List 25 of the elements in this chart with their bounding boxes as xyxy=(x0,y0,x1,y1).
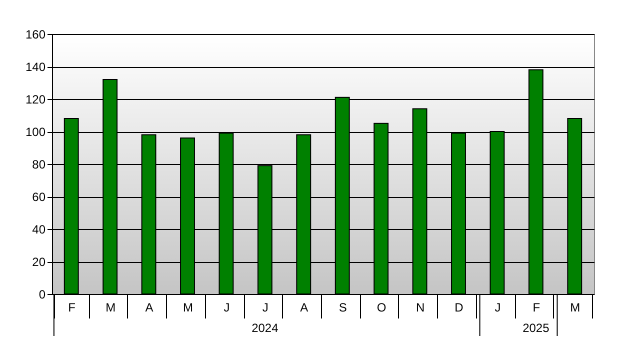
x-tick-label: D xyxy=(454,300,464,314)
x-tick-label: J xyxy=(494,300,501,314)
y-tick-label: 40 xyxy=(32,222,46,236)
y-tick-label: 160 xyxy=(25,28,46,42)
x-tick-label: A xyxy=(300,300,308,314)
y-tick-label: 80 xyxy=(32,158,46,172)
x-tick-label: M xyxy=(106,300,116,314)
x-tick-label: M xyxy=(183,300,193,314)
y-tick-label: 120 xyxy=(25,92,46,106)
text: 2024 xyxy=(252,321,279,335)
y-tick-label: 60 xyxy=(32,190,46,204)
y-tick-label: 140 xyxy=(25,60,46,74)
x-tick-label: F xyxy=(532,300,540,314)
y-tick-label: 20 xyxy=(32,255,46,269)
x-tick-label: J xyxy=(224,300,230,314)
x-tick-label: O xyxy=(376,300,386,314)
x-tick-label: N xyxy=(416,300,425,314)
x-tick-label: M xyxy=(570,300,580,314)
y-tick-label: 100 xyxy=(25,125,46,139)
x-tick-label: S xyxy=(338,300,347,314)
y-tick-label: 0 xyxy=(38,288,46,302)
x-tick-label: A xyxy=(145,300,154,314)
x-tick-label: J xyxy=(262,300,268,314)
text: 2025 xyxy=(522,321,550,335)
x-tick-label: F xyxy=(68,300,76,314)
